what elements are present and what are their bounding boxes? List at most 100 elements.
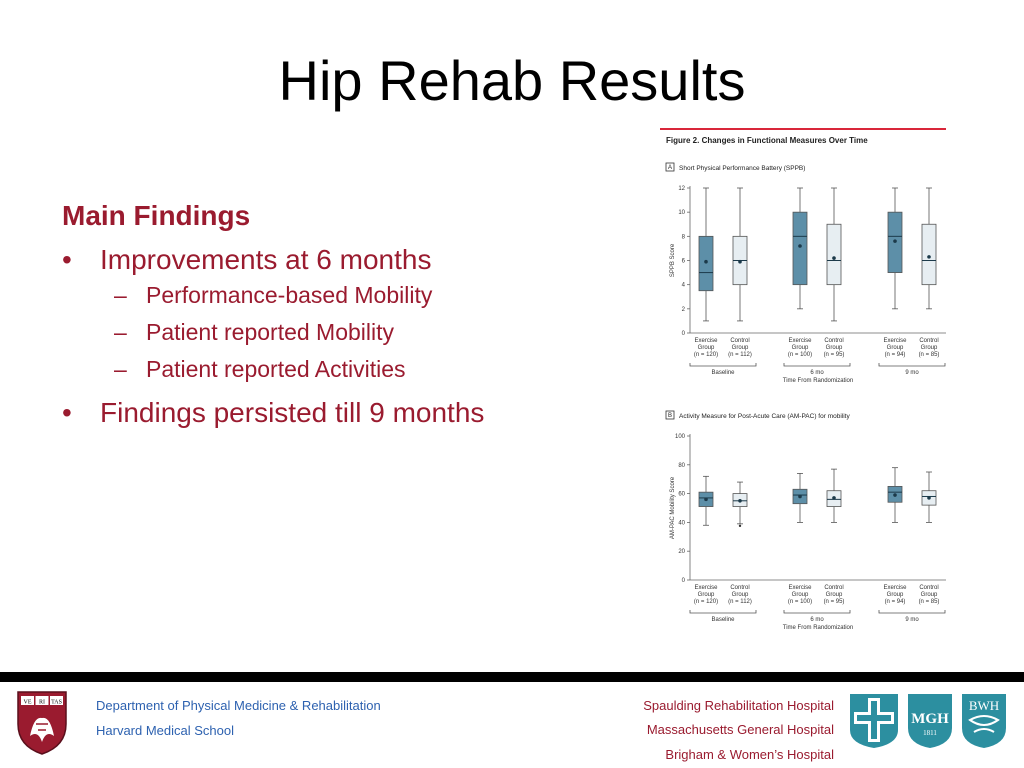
panel-letter-box [665, 410, 675, 420]
y-tick-label: 40 [678, 520, 685, 526]
main-findings-heading: Main Findings [62, 200, 251, 231]
bullet-improvements: Improvements at 6 months [62, 244, 642, 276]
group-label: (n = 85) [919, 352, 940, 358]
y-tick-label: 8 [682, 234, 686, 240]
group-label: Exercise [694, 338, 718, 344]
group-label: Group [698, 345, 715, 351]
y-tick-label: 0 [682, 331, 686, 337]
box-mean-point [798, 244, 802, 248]
group-label: (n = 120) [694, 599, 718, 605]
time-group-label: 6 mo [810, 370, 824, 376]
box-mean-point [927, 255, 931, 259]
group-label: (n = 95) [824, 599, 845, 605]
y-tick-label: 60 [678, 492, 685, 498]
y-tick-label: 6 [682, 259, 686, 265]
sub-bullet-performance: Performance-based Mobility [62, 282, 642, 309]
sub-bullet-activities: Patient reported Activities [62, 356, 642, 383]
group-label: Control [824, 338, 843, 344]
box-iqr [826, 223, 842, 286]
group-label: (n = 95) [824, 352, 845, 358]
group-label: Group [792, 592, 809, 598]
group-label: Group [698, 592, 715, 598]
group-label: Group [732, 592, 749, 598]
figure-title: Figure 2. Changes in Functional Measures… [666, 136, 868, 145]
time-group-label: 6 mo [810, 617, 824, 623]
findings-block: Main Findings Improvements at 6 months P… [62, 200, 642, 435]
outlier-point [738, 524, 742, 528]
panel-title: Activity Measure for Post-Acute Care (AM… [679, 413, 850, 420]
group-label: Control [824, 585, 843, 591]
time-bracket [878, 363, 946, 367]
box-mean-point [798, 494, 802, 499]
group-label: (n = 112) [728, 352, 752, 358]
box-iqr [921, 223, 937, 286]
y-axis-label: SPPB Score [670, 243, 676, 277]
group-label: Exercise [883, 585, 907, 591]
figure-2: Figure 2. Changes in Functional Measures… [660, 128, 950, 648]
bwh-logo-icon: BWH [962, 694, 1006, 748]
box-iqr [792, 211, 808, 286]
time-axis-label: Time From Randomization [783, 625, 853, 631]
bwh-logo-text: BWH [969, 698, 999, 713]
shield-text-ve: VE [24, 700, 32, 706]
spaulding-logo-icon [850, 694, 898, 748]
group-label: Group [921, 345, 938, 351]
figure-top-rule [660, 128, 946, 130]
hospital-mgh: Massachusetts General Hospital [646, 722, 834, 737]
box-mean-point [832, 496, 836, 500]
group-label: (n = 85) [919, 599, 940, 605]
group-label: Group [887, 592, 904, 598]
box-mean-point [738, 499, 742, 503]
department-name: Department of Physical Medicine & Rehabi… [96, 698, 381, 713]
time-axis-label: Time From Randomization [783, 378, 853, 384]
sub-bullet-mobility: Patient reported Mobility [62, 319, 642, 346]
group-label: Group [921, 592, 938, 598]
time-bracket [689, 610, 757, 614]
hospital-bwh: Brigham & Women’s Hospital [665, 747, 834, 762]
y-tick-label: 80 [678, 463, 685, 469]
slide-title: Hip Rehab Results [278, 49, 746, 112]
group-label: Group [732, 345, 749, 351]
box-mean-point [832, 256, 836, 260]
group-label: (n = 112) [728, 599, 752, 605]
group-label: (n = 100) [788, 599, 812, 605]
group-label: Exercise [788, 338, 812, 344]
time-bracket [783, 610, 851, 614]
group-label: (n = 100) [788, 352, 812, 358]
figure-chart-svg: A Short Physical Performance Battery (SPP… [665, 162, 946, 631]
group-label: Group [887, 345, 904, 351]
y-tick-label: 12 [678, 186, 685, 192]
group-label: Exercise [883, 338, 907, 344]
school-name: Harvard Medical School [96, 723, 235, 738]
mgh-logo-year: 1811 [923, 729, 937, 737]
panel-title: Short Physical Performance Battery (SPPB… [679, 165, 805, 172]
group-label: Control [730, 338, 749, 344]
y-tick-label: 20 [678, 549, 685, 555]
y-tick-label: 10 [678, 210, 685, 216]
group-label: (n = 94) [885, 599, 906, 605]
mgh-logo-text: MGH [911, 711, 949, 727]
panel-letter-box [665, 162, 675, 172]
mgh-logo-icon: MGH 1811 [908, 694, 952, 748]
y-tick-label: 2 [682, 307, 686, 313]
box-mean-point [704, 497, 708, 502]
group-label: (n = 94) [885, 352, 906, 358]
panel-letter: A [668, 165, 672, 171]
group-label: Exercise [788, 585, 812, 591]
sub-bullets: Performance-based Mobility Patient repor… [62, 282, 642, 383]
box-mean-point [893, 493, 897, 497]
group-label: Group [792, 345, 809, 351]
box-mean-point [893, 239, 897, 243]
shield-text-ri: RI [39, 700, 45, 706]
y-axis-label: AM-PAC Mobility Score [670, 476, 676, 539]
box-mean-point [927, 496, 931, 500]
time-group-label: 9 mo [905, 617, 919, 623]
time-group-label: Baseline [711, 370, 735, 376]
time-bracket [783, 363, 851, 367]
time-group-label: Baseline [711, 617, 735, 623]
box-iqr [698, 235, 714, 292]
group-label: Group [826, 345, 843, 351]
group-label: (n = 120) [694, 352, 718, 358]
bullet-persisted: Findings persisted till 9 months [62, 397, 642, 429]
footer-bar [0, 672, 1024, 682]
